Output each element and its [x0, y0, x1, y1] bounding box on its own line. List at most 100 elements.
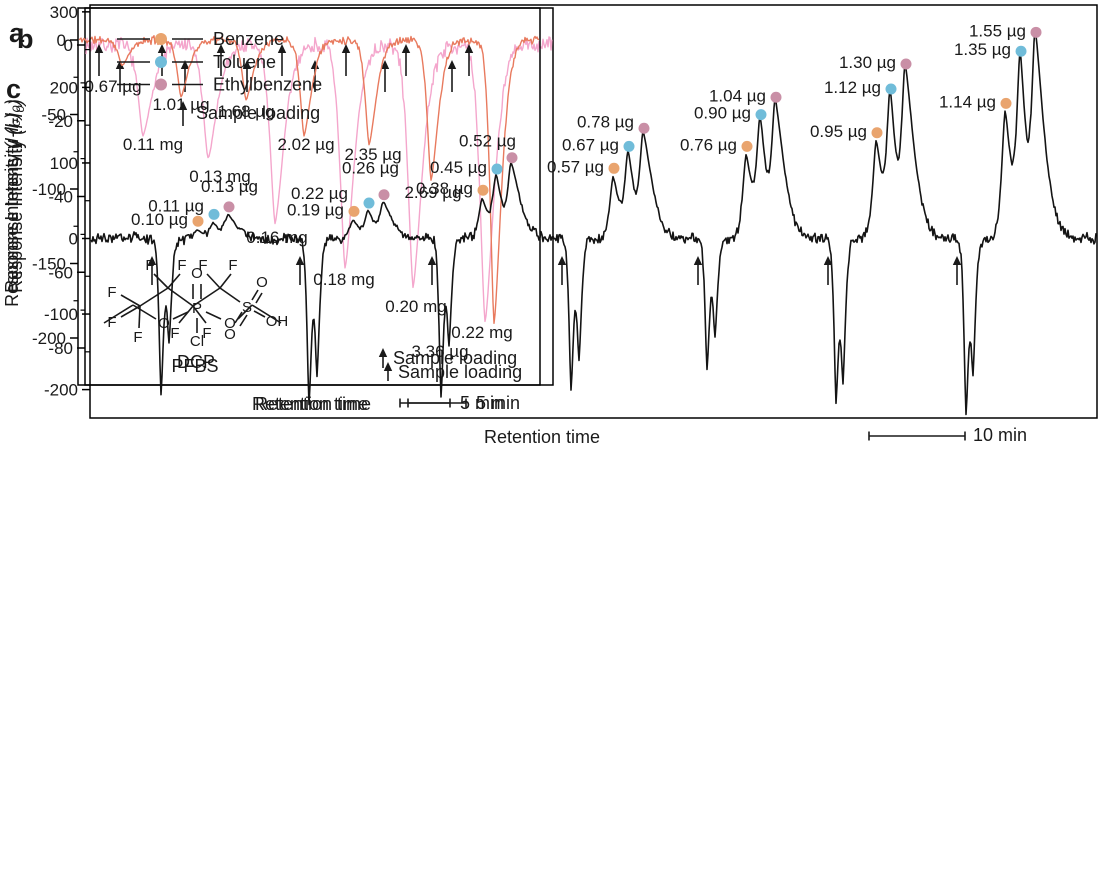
- molecule-name: DCP: [177, 352, 215, 372]
- sample-loading-arrow: [447, 60, 457, 92]
- y-tick-label: -150: [32, 255, 66, 274]
- atom-label: F: [198, 257, 207, 274]
- bond: [178, 305, 194, 324]
- x-axis-title: Retention time: [484, 427, 600, 447]
- sample-loading-arrow: [277, 44, 287, 76]
- peak-amount-label: 0.11 mg: [123, 135, 183, 154]
- sample-loading-arrow: [216, 44, 226, 76]
- bond: [251, 289, 259, 301]
- peak-amount-label: 1.68 µg: [217, 102, 274, 121]
- peak-amount-label: 1.30 µg: [839, 53, 896, 72]
- sample-loading-arrow: [242, 60, 252, 92]
- peak-amount-label: 0.18 mg: [313, 270, 374, 289]
- sample-loading-arrow: [378, 348, 388, 368]
- peak-amount-label: 0.10 µg: [131, 210, 188, 229]
- bond: [120, 305, 141, 318]
- sample-loading-arrow: [178, 101, 188, 126]
- atom-label: Cl: [190, 333, 204, 350]
- ethylbenzene-peak-dot: [1030, 26, 1042, 38]
- y-tick-label: -200: [32, 329, 66, 348]
- molecule-name: PFBS: [171, 356, 218, 376]
- sample-loading-label: Sample loading: [393, 348, 517, 368]
- legend-dot-benzene: [155, 33, 167, 45]
- bond: [255, 292, 263, 304]
- y-tick-label: -200: [44, 381, 78, 400]
- atom-label: O: [191, 265, 203, 282]
- benzene-peak-dot: [1000, 97, 1012, 109]
- sample-loading-arrow: [94, 44, 104, 76]
- panel-a-chromatogram-dcp: 0 -20 -40 -60 -80 Response Intensity (I-I₀) 0.…: [6, 7, 554, 414]
- atom-label: F: [107, 284, 116, 301]
- atom-label: F: [145, 257, 154, 274]
- bond: [234, 311, 243, 324]
- y-tick-label: -60: [48, 263, 73, 282]
- bond: [219, 287, 241, 303]
- sample-loading-arrow: [557, 256, 567, 285]
- sample-loading-arrow: [952, 256, 962, 285]
- peak-amount-label: 2.69 µg: [404, 183, 461, 202]
- sample-loading-arrow: [823, 256, 833, 285]
- y-tick-label: 0: [69, 230, 78, 249]
- atom-label: OH: [266, 313, 289, 330]
- toluene-peak-dot: [623, 140, 635, 152]
- y-axis-title: Response Intensity (I-I₀): [2, 99, 22, 293]
- peak-amount-label: 0.90 µg: [694, 104, 751, 123]
- bond: [138, 305, 141, 329]
- bond: [206, 273, 221, 289]
- bond: [237, 304, 253, 320]
- ethylbenzene-peak-dot: [770, 91, 782, 103]
- y-tick-label: 100: [50, 154, 78, 173]
- sample-loading-arrow: [427, 256, 437, 285]
- y-tick-label: -80: [48, 339, 73, 358]
- peak-amount-label: 1.01 µg: [152, 95, 209, 114]
- bond: [239, 314, 248, 327]
- plot-frame: [89, 4, 1098, 419]
- toluene-peak-dot: [1015, 45, 1027, 57]
- benzene-peak-dot: [871, 127, 883, 139]
- ethylbenzene-peak-dot: [900, 58, 912, 70]
- panel-letter-a: a: [9, 18, 25, 48]
- time-scale-bar-label: 5 min: [460, 393, 504, 413]
- sample-loading-label: Sample loading: [196, 103, 320, 123]
- time-scale-bar-label: 10 min: [973, 425, 1027, 445]
- atom-label: O: [256, 274, 268, 291]
- legend-label: Benzene: [213, 29, 284, 49]
- time-scale-bar-label: 5 min: [476, 393, 520, 413]
- bond: [167, 273, 181, 289]
- panel-letter-c: c: [6, 74, 21, 104]
- benzene-peak-dot: [741, 140, 753, 152]
- x-axis-title: Retention time: [252, 394, 368, 414]
- peak-amount-label: 1.35 µg: [954, 40, 1011, 59]
- bond: [251, 304, 282, 324]
- peak-amount-label: 0.20 mg: [385, 297, 446, 316]
- time-scale-bar: [407, 398, 451, 408]
- y-tick-label: 300: [50, 3, 78, 22]
- peak-amount-label: 1.04 µg: [709, 86, 766, 105]
- peak-amount-label: 0.22 mg: [451, 323, 512, 342]
- atom-label: F: [170, 325, 179, 342]
- bond: [192, 287, 221, 307]
- bond: [172, 311, 189, 320]
- peak-amount-label: 0.67 µg: [84, 77, 141, 96]
- legend-label: Toluene: [213, 52, 276, 72]
- peak-amount-label: 0.78 µg: [577, 112, 634, 131]
- peak-amount-label: 1.14 µg: [939, 92, 996, 111]
- panel-letter-b: b: [17, 24, 34, 54]
- y-tick-label: -40: [48, 188, 73, 207]
- ethylbenzene-peak-dot: [378, 189, 390, 201]
- ethylbenzene-peak-dot: [638, 122, 650, 134]
- y-tick-label: -100: [32, 180, 66, 199]
- peak-amount-label: 1.12 µg: [824, 78, 881, 97]
- peak-amount-label: 0.13 µg: [201, 177, 258, 196]
- sample-loading-arrow: [180, 60, 190, 92]
- legend-dot-ethylbenzene: [155, 78, 167, 91]
- ethylbenzene-peak-dot: [223, 201, 235, 213]
- sample-loading-label: Sample loading: [398, 362, 522, 382]
- peak-amount-label: 0.22 µg: [291, 184, 348, 203]
- time-scale-bar: [868, 431, 966, 441]
- sample-loading-arrow: [401, 44, 411, 76]
- sample-loading-arrow: [693, 256, 703, 285]
- toluene-peak-dot: [491, 163, 503, 175]
- y-tick-label: -100: [44, 305, 78, 324]
